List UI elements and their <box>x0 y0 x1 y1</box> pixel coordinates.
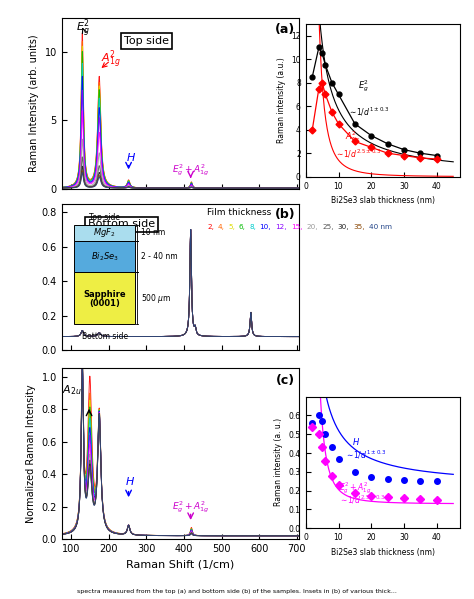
Text: 20,: 20, <box>307 224 318 230</box>
Text: 35,: 35, <box>354 224 365 230</box>
Text: Bottom side: Bottom side <box>82 332 128 341</box>
Text: 30,: 30, <box>338 224 349 230</box>
Text: $E^2_g$: $E^2_g$ <box>76 18 90 40</box>
Text: (a): (a) <box>275 23 295 36</box>
Text: (c): (c) <box>276 374 295 386</box>
Text: $\sim\!1/d^{2.5\pm0.3}$: $\sim\!1/d^{2.5\pm0.3}$ <box>335 148 382 161</box>
Text: 2 - 40 nm: 2 - 40 nm <box>141 252 178 261</box>
Text: $E^2_g+A^2_{1g}$: $E^2_g+A^2_{1g}$ <box>338 480 371 496</box>
Text: 8,: 8, <box>249 224 256 230</box>
Text: 40 nm: 40 nm <box>369 224 392 230</box>
Text: $A^2_{1g}$: $A^2_{1g}$ <box>101 49 120 71</box>
Text: 500 $\mu$m: 500 $\mu$m <box>141 292 172 305</box>
Bar <box>73 241 136 272</box>
Text: $MgF_2$: $MgF_2$ <box>93 226 116 240</box>
Text: $E^2_g+A^2_{1g}$: $E^2_g+A^2_{1g}$ <box>172 162 210 178</box>
Text: spectra measured from the top (a) and bottom side (b) of the samples. Insets in : spectra measured from the top (a) and bo… <box>77 589 397 594</box>
X-axis label: Bi2Se3 slab thickness (nm): Bi2Se3 slab thickness (nm) <box>331 196 435 205</box>
Text: $E^2_g$: $E^2_g$ <box>358 78 369 94</box>
Text: 4,: 4, <box>218 224 225 230</box>
Text: (b): (b) <box>274 208 295 221</box>
Text: Top side: Top side <box>89 213 120 222</box>
Text: $E^2_g+A^2_{1g}$: $E^2_g+A^2_{1g}$ <box>172 499 210 515</box>
Text: 10,: 10, <box>260 224 271 230</box>
Text: 10 nm: 10 nm <box>141 228 165 237</box>
Text: Top side: Top side <box>124 36 169 46</box>
Y-axis label: Raman intensity (a. u.): Raman intensity (a. u.) <box>274 418 283 507</box>
Text: 15,: 15, <box>291 224 302 230</box>
Y-axis label: Normalized Raman Intensity: Normalized Raman Intensity <box>26 385 36 523</box>
X-axis label: Raman Shift (1/cm): Raman Shift (1/cm) <box>126 559 234 570</box>
Text: $H$: $H$ <box>125 476 135 488</box>
Text: 12,: 12, <box>275 224 287 230</box>
Text: $\sim\!1/d^{2.5\pm0.3}$: $\sim\!1/d^{2.5\pm0.3}$ <box>338 494 385 506</box>
Text: $\sim\!1/d^{1\pm0.3}$: $\sim\!1/d^{1\pm0.3}$ <box>348 105 390 118</box>
Bar <box>73 225 136 241</box>
Text: Bottom side: Bottom side <box>88 219 155 229</box>
Text: 5,: 5, <box>228 224 235 230</box>
Text: $A_{2u}$: $A_{2u}$ <box>62 383 82 397</box>
Text: Film thickness: Film thickness <box>207 208 272 217</box>
Text: (0001): (0001) <box>89 299 120 308</box>
Text: 6,: 6, <box>238 224 246 230</box>
Text: $A^2_{1g}$: $A^2_{1g}$ <box>345 129 360 144</box>
Bar <box>73 272 136 324</box>
Text: 25,: 25, <box>322 224 334 230</box>
Y-axis label: Raman Intensity (arb. units): Raman Intensity (arb. units) <box>29 35 39 172</box>
Text: $Bi_2Se_3$: $Bi_2Se_3$ <box>91 250 118 263</box>
Text: Sapphire: Sapphire <box>83 290 126 299</box>
Text: $H$: $H$ <box>352 437 360 447</box>
Y-axis label: Raman intensity (a.u.): Raman intensity (a.u.) <box>277 58 286 143</box>
Text: $H$: $H$ <box>126 152 136 164</box>
Text: 2,: 2, <box>207 224 214 230</box>
Text: $\sim\!1/d^{1\pm0.3}$: $\sim\!1/d^{1\pm0.3}$ <box>345 449 386 461</box>
X-axis label: Bi2Se3 slab thickness (nm): Bi2Se3 slab thickness (nm) <box>331 547 435 556</box>
